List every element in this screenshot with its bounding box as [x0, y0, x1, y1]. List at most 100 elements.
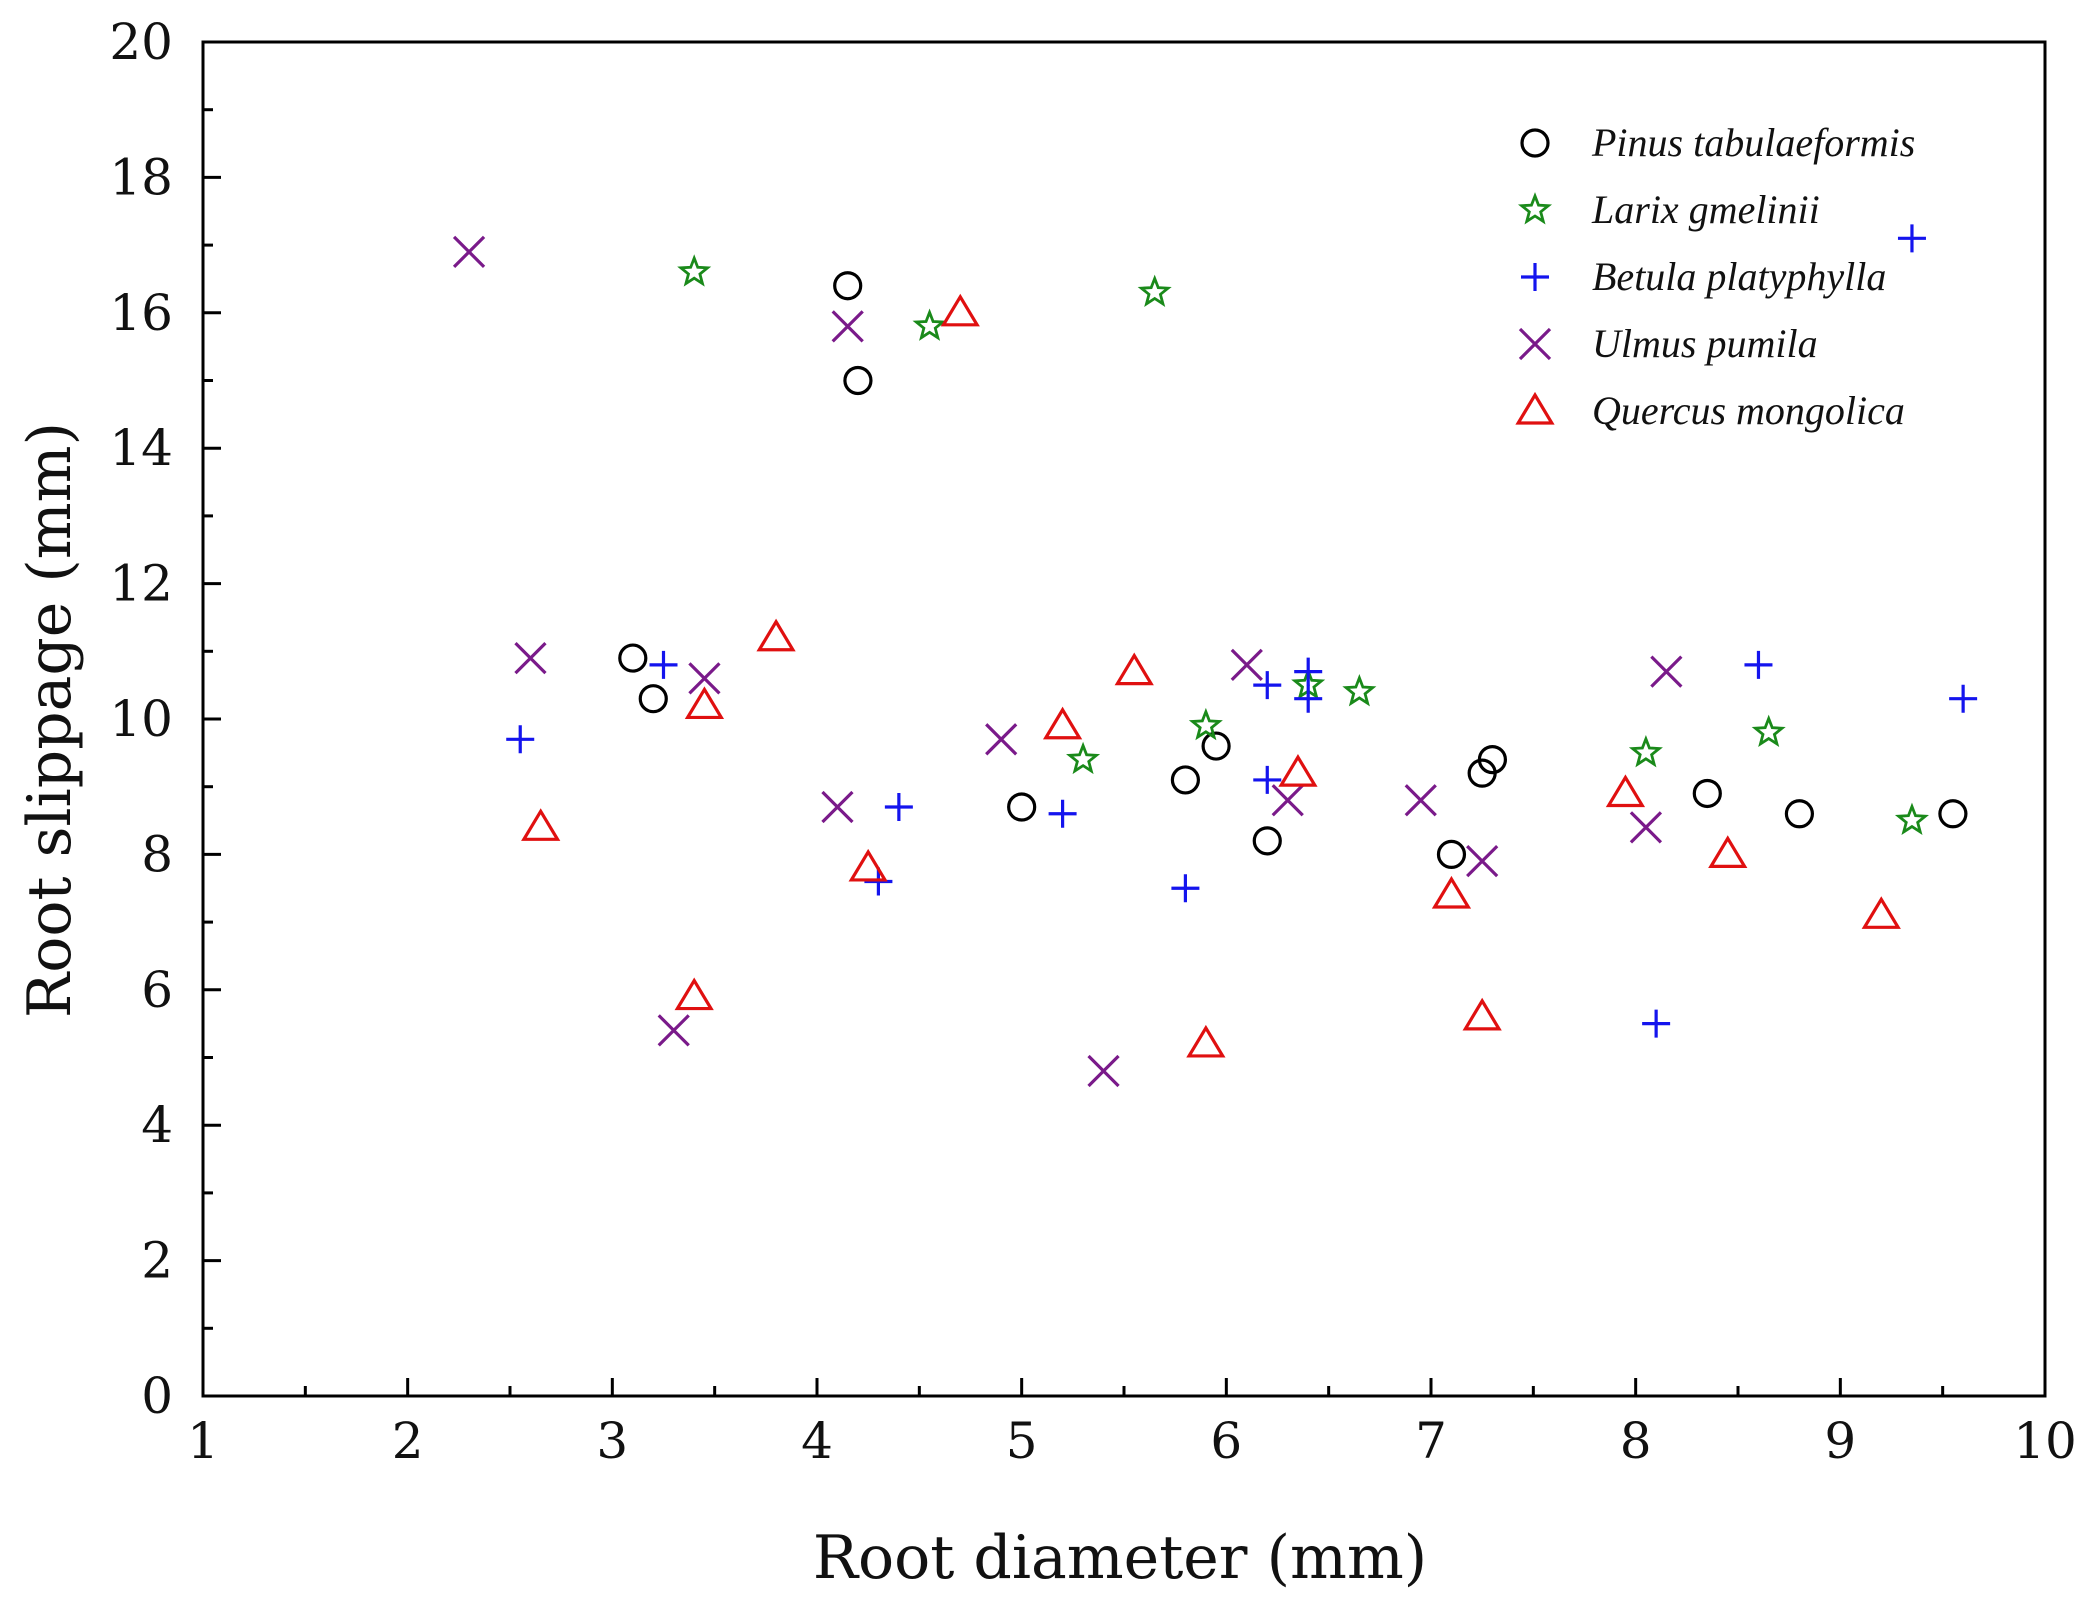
x-axis-label: Root diameter (mm): [813, 1523, 1427, 1593]
triangle-point: [1605, 774, 1646, 808]
series-triangle: [521, 293, 1901, 1058]
cross-point: [985, 723, 1018, 756]
y-tick-label: 6: [141, 961, 173, 1019]
cross-point: [1271, 784, 1304, 817]
y-tick-label: 18: [109, 148, 173, 206]
triangle-point: [674, 977, 714, 1011]
triangle-point: [1708, 835, 1748, 868]
star-point: [1894, 802, 1929, 836]
cross-point: [688, 662, 721, 695]
y-tick-label: 2: [141, 1232, 173, 1290]
cross-point: [821, 790, 854, 824]
triangle-point: [1042, 706, 1083, 740]
circle-point: [638, 684, 668, 714]
y-tick-label: 4: [141, 1096, 173, 1154]
legend-label: Pinus tabulaeformis: [1591, 120, 1915, 165]
plus-point: [1897, 224, 1926, 253]
plus-point: [1048, 799, 1077, 828]
triangle-point: [1186, 1024, 1226, 1058]
x-tick-label: 9: [1824, 1412, 1856, 1470]
star-point: [1137, 274, 1172, 307]
circle-point: [1436, 839, 1467, 870]
circle-point: [618, 643, 648, 673]
star-point: [912, 308, 947, 341]
x-tick-label: 1: [187, 1412, 219, 1470]
star-point: [1188, 707, 1223, 741]
y-tick-label: 12: [109, 555, 173, 613]
x-tick-label: 8: [1620, 1412, 1652, 1470]
star-point: [1066, 741, 1101, 775]
circle-point: [1477, 745, 1508, 775]
y-axis-label: Root slippage (mm): [15, 422, 85, 1018]
plus-point: [884, 793, 913, 822]
circle-point: [843, 365, 873, 396]
plus-point: [1642, 1009, 1671, 1038]
legend-label: Betula platyphylla: [1592, 254, 1886, 299]
cross-point: [1629, 811, 1663, 844]
circle-point: [1692, 778, 1722, 809]
plus-point: [1294, 657, 1323, 686]
circle-point: [1252, 826, 1282, 856]
cross-point: [1087, 1054, 1120, 1088]
cross-point: [1466, 845, 1499, 878]
legend-marker-star: [1517, 192, 1553, 225]
triangle-point: [940, 293, 980, 327]
star-point: [1342, 674, 1377, 707]
plus-point: [506, 725, 535, 754]
plus-point: [649, 650, 678, 679]
legend-label: Larix gmelinii: [1591, 187, 1820, 232]
plus-point: [1253, 671, 1282, 700]
cross-point: [452, 235, 486, 269]
cross-point: [657, 1014, 690, 1047]
y-tick-label: 14: [109, 419, 173, 477]
triangle-point: [848, 848, 888, 882]
cross-point: [1404, 784, 1437, 817]
triangle-point: [521, 808, 561, 841]
y-tick-label: 8: [141, 825, 173, 883]
triangle-point: [1431, 875, 1472, 909]
y-tick-label: 0: [141, 1367, 173, 1425]
star-point: [1751, 714, 1786, 748]
x-tick-label: 5: [1006, 1412, 1038, 1470]
legend-marker-plus: [1521, 263, 1549, 291]
plus-point: [1253, 765, 1282, 794]
cross-point: [831, 310, 864, 343]
y-tick-label: 20: [109, 13, 173, 71]
x-tick-label: 6: [1210, 1412, 1242, 1470]
x-tick-label: 3: [596, 1412, 628, 1470]
legend-marker-circle: [1520, 128, 1550, 158]
series-circle: [618, 271, 1968, 870]
legend-marker-triangle: [1515, 391, 1555, 425]
triangle-point: [1278, 754, 1318, 787]
triangle-point: [756, 618, 796, 652]
circle-point: [1007, 792, 1037, 822]
plus-point: [1949, 684, 1978, 713]
x-tick-label: 2: [392, 1412, 424, 1470]
legend: Pinus tabulaeformis Larix gmelinii Betula …: [1515, 120, 1915, 433]
circle-point: [1170, 765, 1201, 795]
legend-label: Ulmus pumila: [1592, 321, 1818, 366]
plus-point: [1294, 684, 1323, 713]
y-tick-label: 10: [109, 690, 173, 748]
star-point: [1628, 734, 1663, 768]
triangle-point: [1462, 997, 1502, 1031]
legend-label: Quercus mongolica: [1592, 388, 1905, 433]
circle-point: [1784, 799, 1815, 829]
x-tick-label: 7: [1415, 1412, 1447, 1470]
triangle-point: [1861, 896, 1901, 929]
x-tick-label: 4: [801, 1412, 833, 1470]
data-points: [452, 224, 1978, 1088]
x-tick-label: 10: [2013, 1412, 2077, 1470]
plus-point: [1171, 874, 1200, 903]
circle-point: [1938, 799, 1968, 829]
circle-point: [1201, 731, 1231, 761]
triangle-point: [1114, 652, 1154, 686]
series-cross: [452, 235, 1683, 1088]
cross-point: [1650, 655, 1683, 688]
cross-point: [1230, 648, 1263, 681]
y-tick-label: 16: [109, 284, 173, 342]
cross-point: [514, 641, 547, 675]
legend-marker-cross: [1518, 327, 1552, 361]
